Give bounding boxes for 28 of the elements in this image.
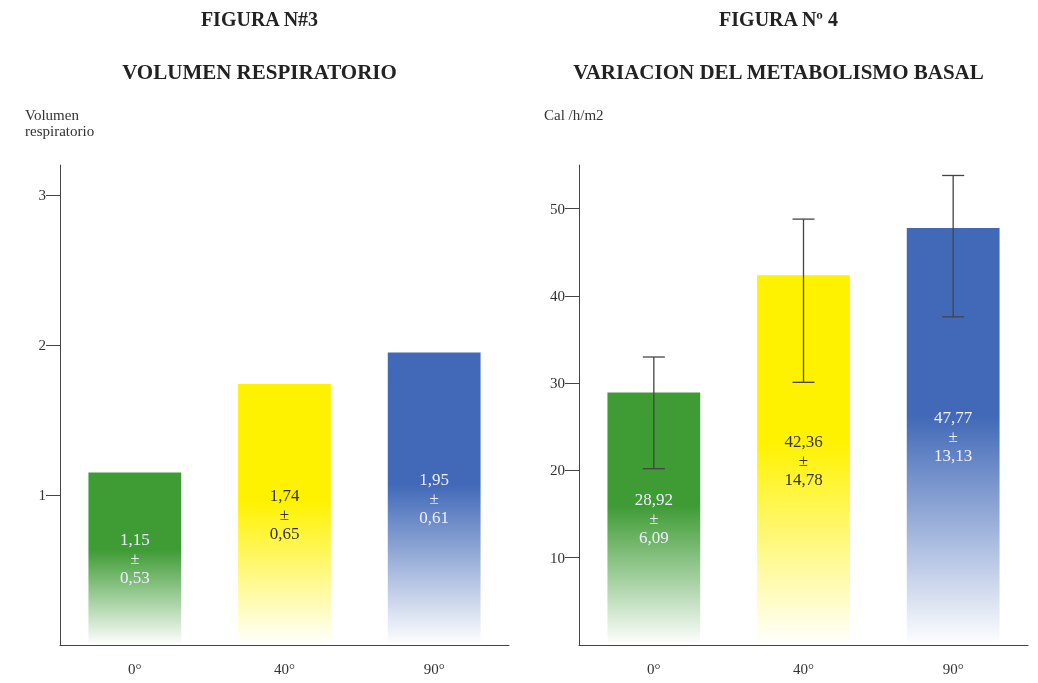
data-label: 28,92 ± 6,09 [634, 490, 673, 548]
x-tick-label: 0° [128, 660, 142, 677]
y-tick-label: 50 [550, 200, 565, 217]
y-tick-label: 20 [550, 462, 565, 479]
y-axis-title: Cal /h/m2 [544, 107, 604, 123]
y-tick-label: 2 [38, 337, 46, 353]
x-tick-label: 90° [423, 660, 445, 677]
y-axis-title: Volumen respiratorio [25, 107, 95, 139]
chart-subtitle: VOLUMEN RESPIRATORIO [122, 59, 397, 84]
x-tick-label: 0° [647, 660, 661, 677]
y-tick-label: 1 [38, 487, 46, 503]
data-label: 1,74 ± 0,65 [269, 486, 300, 543]
chart-title: FIGURA Nº 4 [719, 8, 838, 30]
data-label: 1,15 ± 0,53 [119, 530, 150, 588]
y-tick-label: 30 [550, 375, 565, 392]
x-tick-label: 40° [793, 660, 814, 677]
chart-title: FIGURA N#3 [200, 8, 319, 30]
data-label: 1,95 ± 0,61 [419, 470, 450, 528]
x-tick-label: 90° [942, 660, 964, 677]
data-label: 42,36 ± 14,78 [784, 431, 823, 489]
y-tick-label: 3 [38, 187, 46, 203]
y-tick-label: 40 [550, 287, 565, 304]
data-label: 47,77 ± 13,13 [934, 408, 973, 466]
bar [238, 384, 331, 645]
x-tick-label: 40° [274, 660, 295, 677]
bar [88, 472, 182, 645]
y-tick-label: 10 [550, 549, 565, 566]
chart-subtitle: VARIACION DEL METABOLISMO BASAL [573, 59, 984, 84]
